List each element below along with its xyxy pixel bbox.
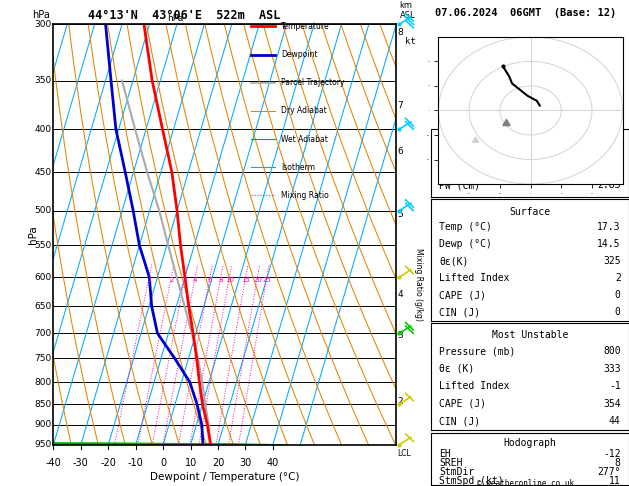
Text: EH: EH bbox=[439, 449, 451, 459]
Text: 500: 500 bbox=[35, 206, 52, 215]
Text: 2.83: 2.83 bbox=[598, 180, 621, 191]
Text: 20: 20 bbox=[212, 458, 224, 468]
Text: Dewp (°C): Dewp (°C) bbox=[439, 239, 492, 249]
Text: Most Unstable: Most Unstable bbox=[492, 330, 568, 341]
Text: Mixing Ratio (g/kg): Mixing Ratio (g/kg) bbox=[414, 248, 423, 321]
Text: 1: 1 bbox=[147, 277, 152, 283]
Text: 300: 300 bbox=[35, 20, 52, 29]
Text: 5: 5 bbox=[398, 210, 403, 219]
Text: 7: 7 bbox=[398, 101, 403, 110]
Text: km
ASL: km ASL bbox=[399, 0, 415, 20]
Text: Lifted Index: Lifted Index bbox=[439, 382, 509, 391]
Text: 600: 600 bbox=[35, 273, 52, 281]
Text: 333: 333 bbox=[603, 364, 621, 374]
Text: Parcel Trajectory: Parcel Trajectory bbox=[281, 78, 345, 87]
Text: SREH: SREH bbox=[439, 458, 463, 468]
Text: Lifted Index: Lifted Index bbox=[439, 273, 509, 283]
Text: Dewpoint / Temperature (°C): Dewpoint / Temperature (°C) bbox=[150, 472, 299, 482]
Text: 277°: 277° bbox=[598, 467, 621, 477]
Text: 900: 900 bbox=[35, 420, 52, 430]
Text: 800: 800 bbox=[603, 347, 621, 356]
Text: 14.5: 14.5 bbox=[598, 239, 621, 249]
Text: θε (K): θε (K) bbox=[439, 364, 474, 374]
Text: CAPE (J): CAPE (J) bbox=[439, 290, 486, 300]
Text: -12: -12 bbox=[603, 449, 621, 459]
Text: θε(K): θε(K) bbox=[439, 256, 469, 266]
Text: Dry Adiabat: Dry Adiabat bbox=[281, 106, 327, 115]
Text: CAPE (J): CAPE (J) bbox=[439, 399, 486, 409]
Text: 750: 750 bbox=[35, 354, 52, 363]
Text: Isotherm: Isotherm bbox=[281, 163, 315, 172]
Text: 6: 6 bbox=[398, 147, 403, 156]
Text: K: K bbox=[439, 135, 445, 145]
Text: Temp (°C): Temp (°C) bbox=[439, 222, 492, 232]
Text: Mixing Ratio: Mixing Ratio bbox=[281, 191, 329, 200]
Text: 0: 0 bbox=[615, 307, 621, 317]
Text: -40: -40 bbox=[45, 458, 62, 468]
Text: hPa: hPa bbox=[167, 14, 184, 23]
Text: 950: 950 bbox=[35, 440, 52, 449]
Text: 8: 8 bbox=[398, 28, 403, 37]
Text: 0: 0 bbox=[160, 458, 166, 468]
Text: 32: 32 bbox=[609, 135, 621, 145]
Text: 4: 4 bbox=[193, 277, 198, 283]
Text: kt: kt bbox=[405, 37, 416, 46]
Text: 49: 49 bbox=[609, 158, 621, 168]
Text: 700: 700 bbox=[35, 329, 52, 338]
Text: -20: -20 bbox=[101, 458, 116, 468]
Text: 650: 650 bbox=[35, 302, 52, 311]
Text: 44: 44 bbox=[609, 417, 621, 426]
Text: 40: 40 bbox=[267, 458, 279, 468]
Text: StmSpd (kt): StmSpd (kt) bbox=[439, 476, 504, 486]
Text: hPa: hPa bbox=[33, 10, 50, 20]
Text: Surface: Surface bbox=[509, 207, 550, 217]
Text: -30: -30 bbox=[73, 458, 89, 468]
Text: © weatheronline.co.uk: © weatheronline.co.uk bbox=[477, 479, 574, 486]
Text: StmDir: StmDir bbox=[439, 467, 474, 477]
Text: 2: 2 bbox=[615, 273, 621, 283]
Text: 354: 354 bbox=[603, 399, 621, 409]
Text: Hodograph: Hodograph bbox=[504, 438, 557, 449]
Text: 10: 10 bbox=[184, 458, 197, 468]
Text: 450: 450 bbox=[35, 168, 52, 177]
Text: 11: 11 bbox=[609, 476, 621, 486]
Text: 0: 0 bbox=[615, 290, 621, 300]
Text: 25: 25 bbox=[262, 277, 271, 283]
Text: 325: 325 bbox=[603, 256, 621, 266]
Text: 350: 350 bbox=[35, 76, 52, 85]
Text: 3: 3 bbox=[398, 331, 403, 340]
Text: 800: 800 bbox=[35, 378, 52, 386]
Text: 400: 400 bbox=[35, 125, 52, 134]
Text: 550: 550 bbox=[35, 241, 52, 250]
Text: 4: 4 bbox=[398, 291, 403, 299]
Text: 15: 15 bbox=[241, 277, 250, 283]
Text: CIN (J): CIN (J) bbox=[439, 307, 481, 317]
Text: 17.3: 17.3 bbox=[598, 222, 621, 232]
Text: 850: 850 bbox=[35, 399, 52, 409]
Text: CIN (J): CIN (J) bbox=[439, 417, 481, 426]
Text: Temperature: Temperature bbox=[281, 22, 330, 31]
Text: Wet Adiabat: Wet Adiabat bbox=[281, 135, 328, 143]
Text: 6: 6 bbox=[208, 277, 212, 283]
Text: 20: 20 bbox=[253, 277, 262, 283]
Text: 10: 10 bbox=[225, 277, 234, 283]
Text: hPa: hPa bbox=[28, 225, 38, 244]
Text: 8: 8 bbox=[615, 458, 621, 468]
Text: LCL: LCL bbox=[398, 449, 411, 458]
Text: 3: 3 bbox=[183, 277, 187, 283]
Text: Dewpoint: Dewpoint bbox=[281, 50, 318, 59]
Text: 44°13'N  43°06'E  522m  ASL: 44°13'N 43°06'E 522m ASL bbox=[87, 9, 280, 22]
Text: PW (cm): PW (cm) bbox=[439, 180, 481, 191]
Text: Totals Totals: Totals Totals bbox=[439, 158, 516, 168]
Text: 2: 2 bbox=[398, 398, 403, 406]
Text: 07.06.2024  06GMT  (Base: 12): 07.06.2024 06GMT (Base: 12) bbox=[435, 8, 616, 18]
Text: 2: 2 bbox=[169, 277, 174, 283]
Text: Pressure (mb): Pressure (mb) bbox=[439, 347, 516, 356]
Text: -10: -10 bbox=[128, 458, 143, 468]
Text: 30: 30 bbox=[239, 458, 252, 468]
Text: -1: -1 bbox=[609, 382, 621, 391]
Text: 8: 8 bbox=[218, 277, 223, 283]
